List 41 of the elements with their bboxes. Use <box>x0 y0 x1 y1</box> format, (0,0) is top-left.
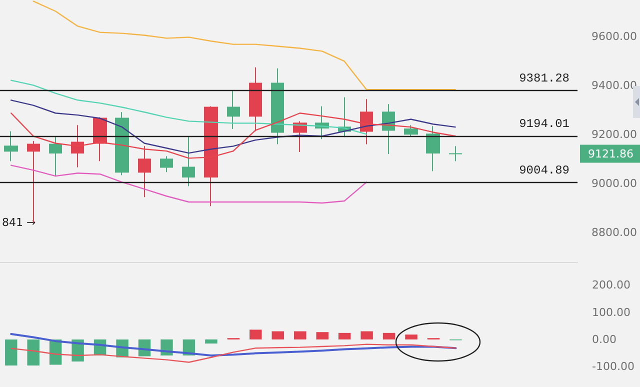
y-tick-label: 0.00 <box>592 332 616 346</box>
y-tick-label: 9400.00 <box>592 79 638 92</box>
candlestick <box>449 146 462 162</box>
y-tick-label: 9000.00 <box>592 177 638 190</box>
ref-line-label: 9381.28 <box>519 71 570 86</box>
bar <box>316 332 328 340</box>
bar <box>272 331 284 340</box>
candlestick <box>404 124 418 137</box>
bar <box>5 339 18 366</box>
bar <box>205 339 218 344</box>
bar <box>27 339 40 366</box>
bar <box>405 334 418 340</box>
candlestick <box>227 90 240 130</box>
candlestick <box>426 126 440 172</box>
line-series <box>10 164 368 204</box>
bar <box>294 331 306 340</box>
y-tick-label: -100.00 <box>592 360 634 374</box>
y-tick-label: 9200.00 <box>592 128 638 142</box>
bar <box>250 330 262 340</box>
line-series <box>32 0 456 90</box>
line-series <box>10 80 368 135</box>
candlestick <box>115 112 129 176</box>
candlestick <box>271 68 284 145</box>
ref-line-label: 9194.01 <box>519 117 570 132</box>
candlestick <box>4 130 18 162</box>
bar <box>360 331 373 340</box>
candlestick <box>49 136 62 177</box>
candlestick <box>27 140 40 224</box>
y-tick-label: 8800.00 <box>592 226 638 240</box>
candlestick <box>160 156 173 173</box>
line-series <box>10 344 456 363</box>
ref-line-label: 9004.89 <box>519 163 570 178</box>
y-tick-label: 100.00 <box>592 306 630 319</box>
bar <box>382 332 396 340</box>
candlestick <box>182 136 195 187</box>
y-tick-label: 9600.00 <box>592 30 638 44</box>
line-series <box>10 333 457 356</box>
bar <box>338 332 351 340</box>
line-series <box>10 100 456 154</box>
y-tick-label: 200.00 <box>592 278 630 292</box>
text: 9121.86 <box>588 147 634 160</box>
